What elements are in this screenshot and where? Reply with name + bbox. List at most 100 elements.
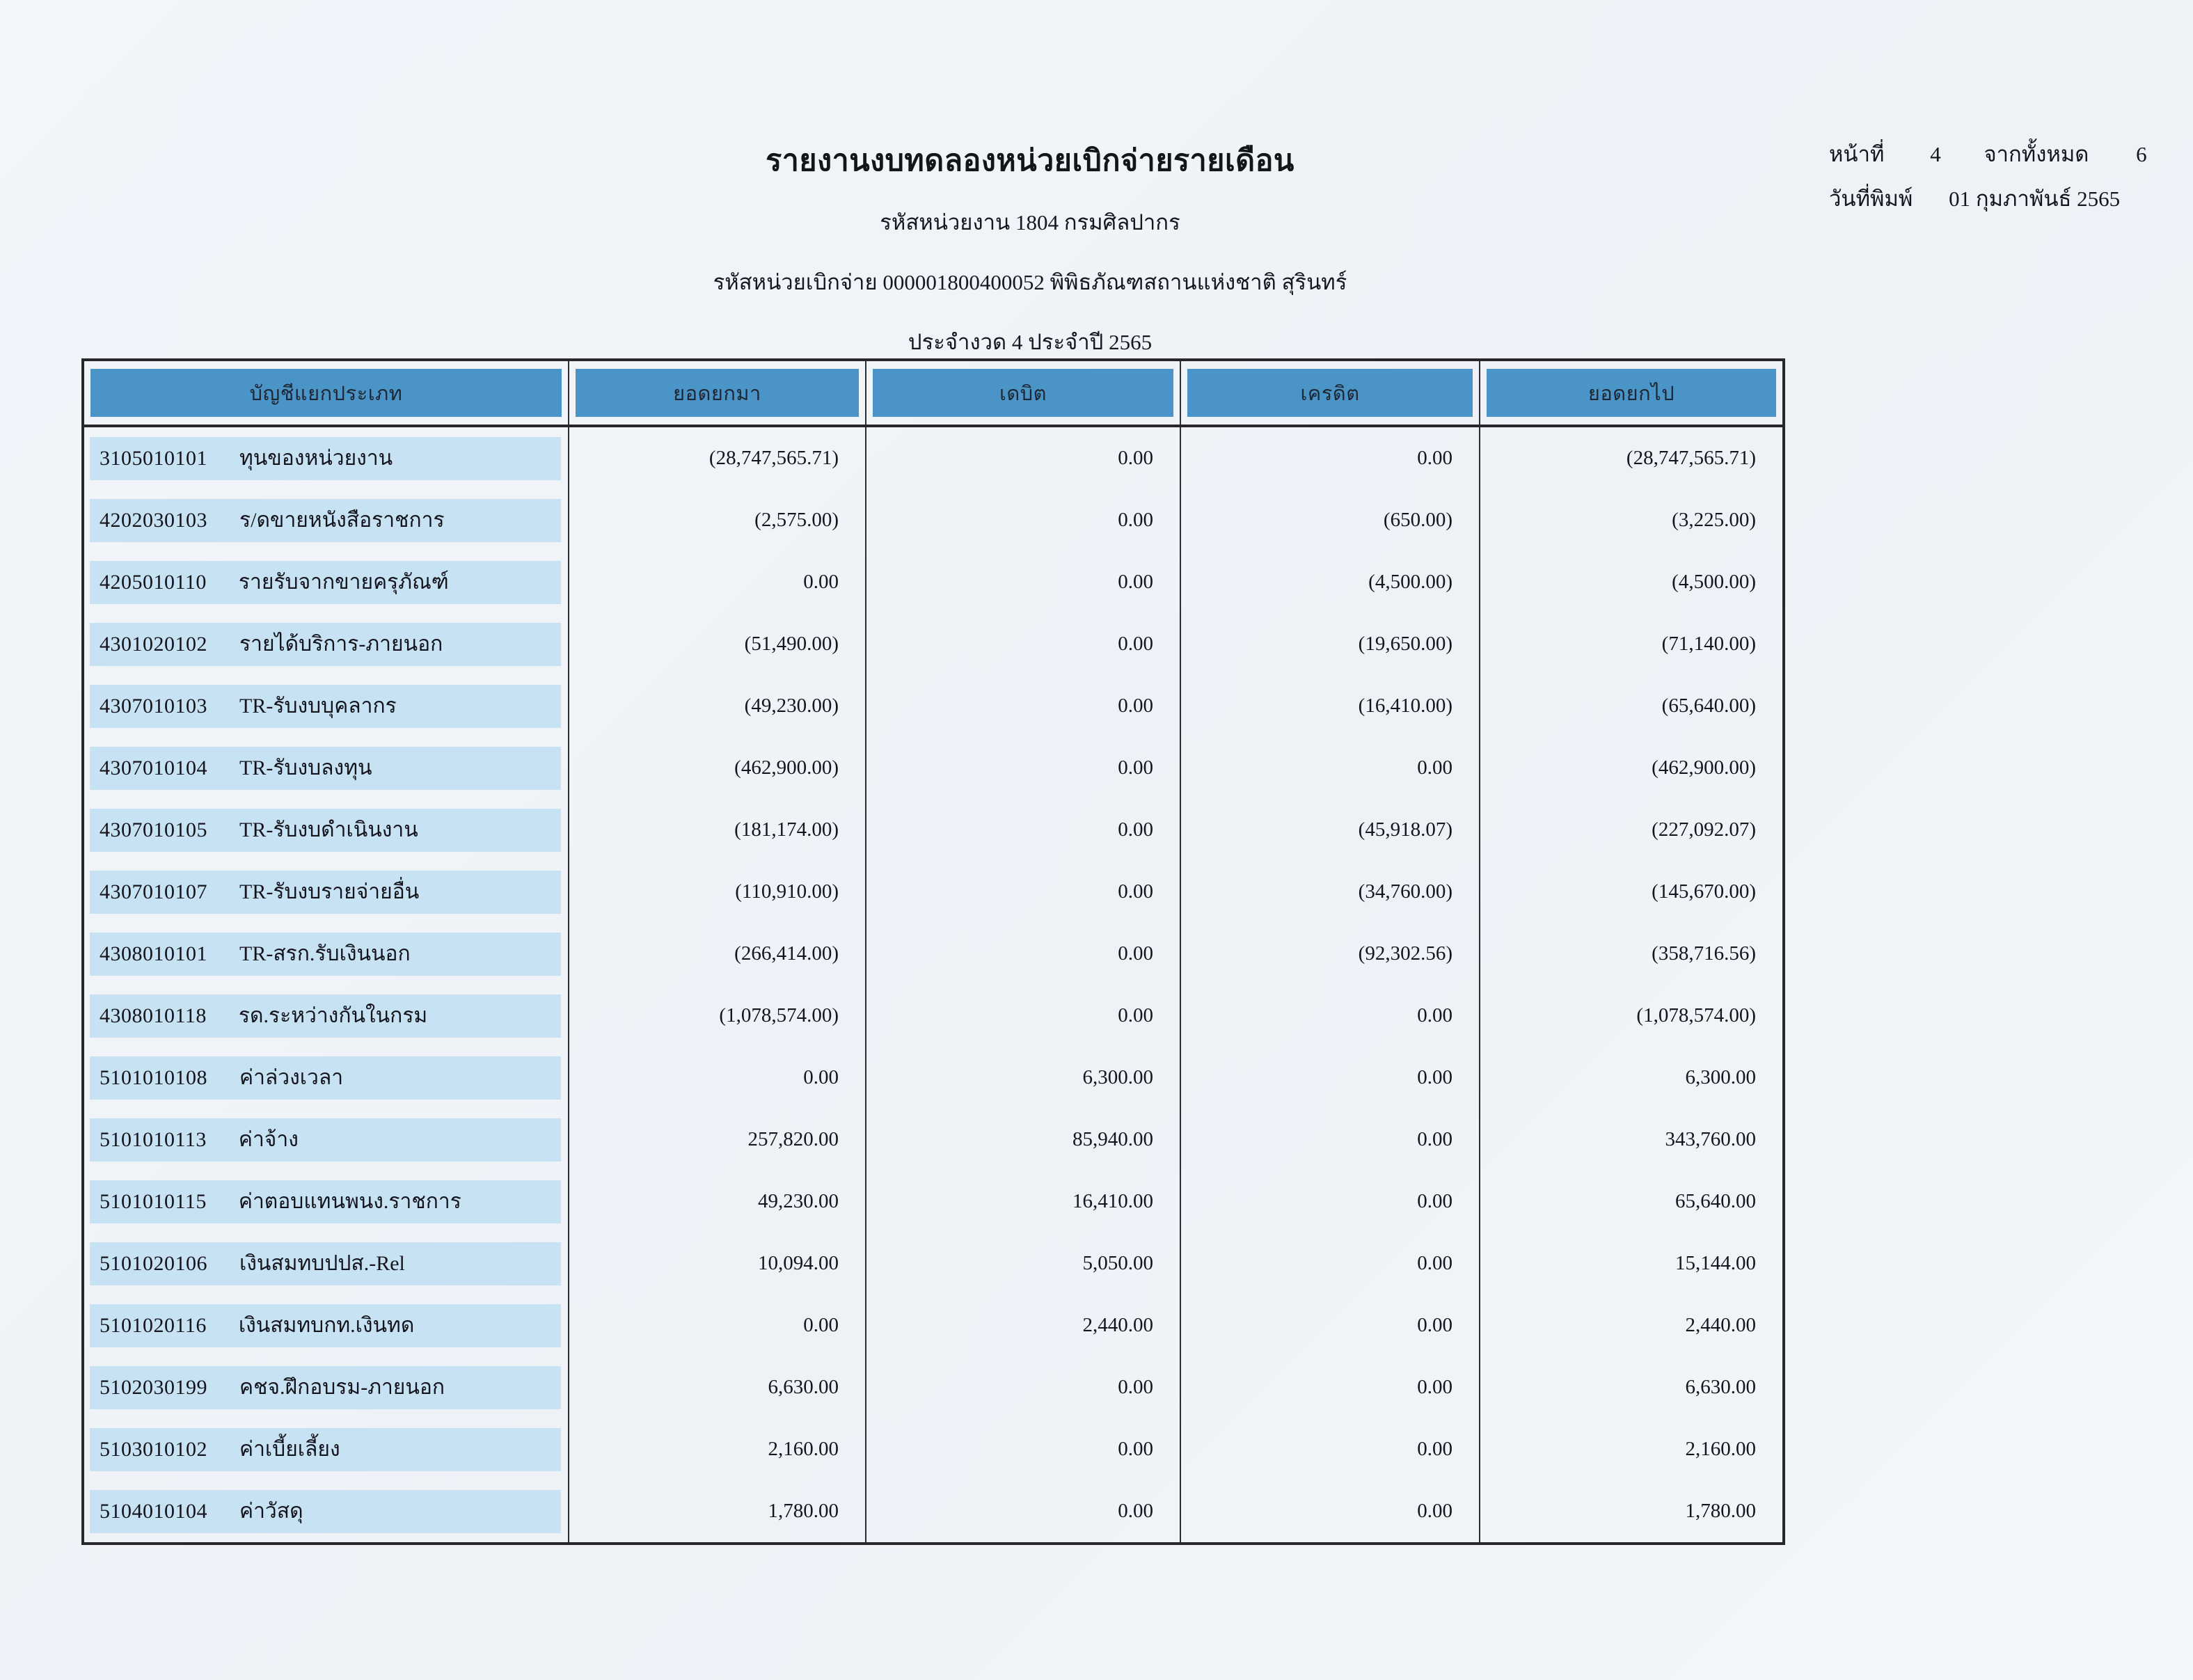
credit-amount: (92,302.56) (1181, 923, 1480, 985)
brought-forward-amount: (51,490.00) (569, 613, 866, 675)
debit-amount: 0.00 (866, 1480, 1181, 1542)
account-code: 4308010118 (100, 1004, 207, 1027)
page-info: หน้าที่ 4 จากทั้งหมด 6 วันที่พิมพ์ 01 กุ… (1829, 136, 2191, 216)
carried-forward-amount: (71,140.00) (1661, 633, 1756, 655)
credit-amount: 0.00 (1181, 1418, 1480, 1480)
account-name: TR-รับงบรายจ่ายอื่น (239, 880, 420, 903)
brought-forward-amount: 0.00 (569, 1047, 866, 1109)
debit-amount: 6,300.00 (866, 1047, 1181, 1109)
table-row: 4301020102 รายได้บริการ-ภายนอก (51,490.00)… (84, 613, 1782, 675)
column-header-credit: เครดิต (1187, 369, 1473, 417)
account-code: 4202030103 (100, 508, 207, 532)
account-name: รด.ระหว่างกันในกรม (238, 1004, 428, 1027)
account-row-highlight: 4202030103 ร/ดขายหนังสือราชการ (90, 498, 561, 542)
debit-amount: 0.00 (866, 799, 1181, 861)
trial-balance-table: บัญชีแยกประเภท ยอดยกมา เดบิต เครดิต ยอดย… (81, 358, 1785, 1545)
brought-forward-amount: (462,900.00) (569, 737, 866, 799)
account-name: เงินสมทบปปส.-Rel (239, 1252, 405, 1275)
report-agency-line: รหัสหน่วยงาน 1804 กรมศิลปากร (880, 210, 1180, 235)
table-row: 5103010102 ค่าเบี้ยเลี้ยง 2,160.00 0.00 0.00… (84, 1418, 1782, 1480)
carried-forward-amount: (462,900.00) (1652, 756, 1756, 779)
account-cell: 5101010108 ค่าล่วงเวลา (84, 1047, 569, 1109)
account-cell: 5103010102 ค่าเบี้ยเลี้ยง (84, 1418, 569, 1480)
carried-forward-amount: (1,078,574.00) (1636, 1004, 1756, 1027)
account-row-highlight: 4308010118 รด.ระหว่างกันในกรม (90, 994, 561, 1038)
debit-amount: 5,050.00 (866, 1233, 1181, 1294)
table-row: 5101010108 ค่าล่วงเวลา 0.00 6,300.00 0.00 6,3… (84, 1047, 1782, 1109)
account-name: TR-รับงบลงทุน (239, 756, 372, 779)
brought-forward-amount: (266,414.00) (569, 923, 866, 985)
report-header: รายงานงบทดลองหน่วยเบิกจ่ายรายเดือน รหัสห… (0, 136, 2060, 359)
table-row: 5101010115 ค่าตอบแทนพนง.ราชการ 49,230.00 16… (84, 1171, 1782, 1233)
account-name: รายได้บริการ-ภายนอก (239, 633, 443, 656)
table-row: 4307010104 TR-รับงบลงทุน (462,900.00) 0.00 0… (84, 737, 1782, 799)
account-name: ทุนของหน่วยงาน (239, 447, 393, 470)
print-date: 01 กุมภาพันธ์ 2565 (1949, 187, 2121, 211)
credit-amount: 0.00 (1181, 1171, 1480, 1233)
account-row-highlight: 5101020116 เงินสมทบกท.เงินทด (90, 1303, 561, 1347)
debit-amount: 0.00 (866, 861, 1181, 923)
table-row: 4308010101 TR-สรก.รับเงินนอก (266,414.00) 0… (84, 923, 1782, 985)
carried-forward-amount: (3,225.00) (1672, 509, 1756, 531)
report-period-line: ประจำงวด 4 ประจำปี 2565 (908, 330, 1153, 354)
account-code: 5102030199 (100, 1375, 207, 1399)
table-row: 4205010110 รายรับจากขายครุภัณฑ์ 0.00 0.00 (4… (84, 551, 1782, 613)
account-cell: 4308010118 รด.ระหว่างกันในกรม (84, 985, 569, 1047)
carried-forward-amount: (227,092.07) (1652, 818, 1756, 841)
carried-forward-amount: 343,760.00 (1665, 1128, 1757, 1150)
account-row-highlight: 5101010108 ค่าล่วงเวลา (90, 1056, 561, 1100)
table-row: 4307010105 TR-รับงบดำเนินงาน (181,174.00) 0… (84, 799, 1782, 861)
table-row: 3105010101 ทุนของหน่วยงาน (28,747,565.71) 0… (84, 427, 1782, 489)
account-cell: 5101020106 เงินสมทบปปส.-Rel (84, 1233, 569, 1294)
account-code: 5101010115 (100, 1189, 207, 1213)
brought-forward-amount: 0.00 (569, 1294, 866, 1356)
account-code: 4307010107 (100, 880, 207, 903)
table-row: 5101020106 เงินสมทบปปส.-Rel 10,094.00 5,050… (84, 1233, 1782, 1294)
brought-forward-amount: 10,094.00 (569, 1233, 866, 1294)
debit-amount: 85,940.00 (866, 1109, 1181, 1171)
account-name: ค่าจ้าง (238, 1128, 299, 1151)
credit-amount: (45,918.07) (1181, 799, 1480, 861)
account-row-highlight: 4307010105 TR-รับงบดำเนินงาน (90, 808, 561, 852)
table-row: 4202030103 ร/ดขายหนังสือราชการ (2,575.00) 0… (84, 489, 1782, 551)
column-header-debit-cell: เดบิต (866, 361, 1181, 425)
debit-amount: 0.00 (866, 489, 1181, 551)
account-cell: 4205010110 รายรับจากขายครุภัณฑ์ (84, 551, 569, 613)
account-code: 3105010101 (100, 446, 207, 470)
brought-forward-amount: 49,230.00 (569, 1171, 866, 1233)
brought-forward-amount: (1,078,574.00) (569, 985, 866, 1047)
column-header-carried-forward-cell: ยอดยกไป (1480, 361, 1782, 425)
account-code: 4301020102 (100, 632, 207, 656)
account-row-highlight: 5102030199 คชจ.ฝึกอบรม-ภายนอก (90, 1365, 561, 1409)
account-name: ค่าวัสดุ (239, 1500, 303, 1523)
account-name: TR-รับงบดำเนินงาน (239, 818, 418, 841)
account-row-highlight: 5104010104 ค่าวัสดุ (90, 1489, 561, 1533)
credit-amount: (650.00) (1181, 489, 1480, 551)
table-row: 5101020116 เงินสมทบกท.เงินทด 0.00 2,440.00 0… (84, 1294, 1782, 1356)
debit-amount: 0.00 (866, 1418, 1181, 1480)
credit-amount: 0.00 (1181, 427, 1480, 489)
account-row-highlight: 5101010113 ค่าจ้าง (90, 1118, 561, 1162)
debit-amount: 0.00 (866, 985, 1181, 1047)
column-header-account-cell: บัญชีแยกประเภท (84, 361, 569, 425)
account-name: เงินสมทบกท.เงินทด (238, 1314, 415, 1337)
credit-amount: 0.00 (1181, 737, 1480, 799)
credit-amount: 0.00 (1181, 1047, 1480, 1109)
account-cell: 4301020102 รายได้บริการ-ภายนอก (84, 613, 569, 675)
account-code: 5101020116 (100, 1313, 207, 1337)
carried-forward-amount: 65,640.00 (1675, 1190, 1756, 1212)
credit-amount: 0.00 (1181, 985, 1480, 1047)
account-row-highlight: 4307010104 TR-รับงบลงทุน (90, 746, 561, 790)
brought-forward-amount: 257,820.00 (569, 1109, 866, 1171)
account-name: คชจ.ฝึกอบรม-ภายนอก (239, 1376, 445, 1399)
table-row: 5101010113 ค่าจ้าง 257,820.00 85,940.00 0.00… (84, 1109, 1782, 1171)
brought-forward-amount: 6,630.00 (569, 1356, 866, 1418)
debit-amount: 0.00 (866, 427, 1181, 489)
account-cell: 5104010104 ค่าวัสดุ (84, 1480, 569, 1542)
account-row-highlight: 4307010103 TR-รับงบบุคลากร (90, 684, 561, 728)
carried-forward-amount: (358,716.56) (1652, 942, 1756, 965)
account-code: 5101010108 (100, 1065, 207, 1089)
table-row: 4307010103 TR-รับงบบุคลากร (49,230.00) 0.00… (84, 675, 1782, 737)
credit-amount: (34,760.00) (1181, 861, 1480, 923)
account-code: 4308010101 (100, 942, 207, 965)
